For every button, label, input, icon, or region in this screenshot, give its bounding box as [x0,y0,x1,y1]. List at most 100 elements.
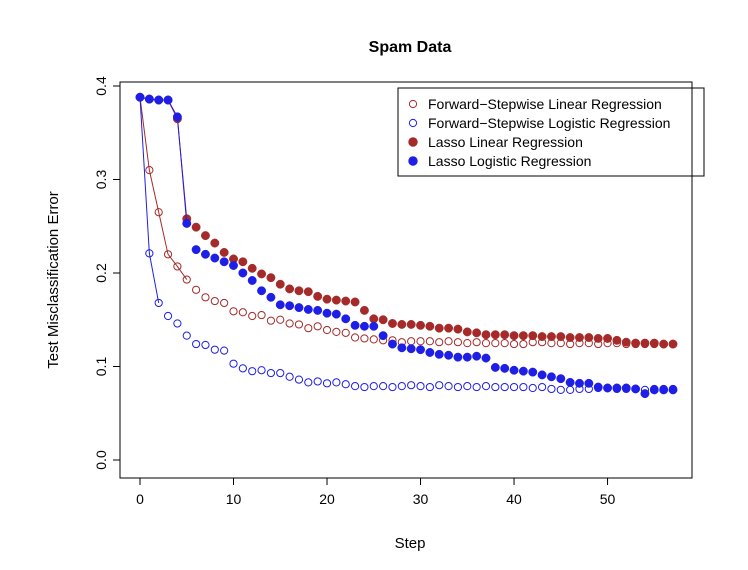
data-point [238,257,248,267]
data-point [463,339,472,348]
data-point [313,291,323,301]
y-tick-label: 0.1 [93,357,109,377]
data-point [257,366,266,375]
series-connector-line [139,97,160,304]
data-point [369,335,378,344]
data-point [378,331,388,341]
data-point [350,382,360,391]
data-point [490,330,500,340]
data-point [201,249,210,259]
data-point [556,332,566,342]
data-point [463,382,472,391]
data-point [369,314,379,324]
data-point [416,345,425,355]
data-point [201,231,210,241]
legend-marker [408,99,418,109]
data-point [238,364,247,373]
data-point [434,323,444,333]
data-point [248,311,257,321]
data-point [275,300,285,310]
data-point [435,381,444,390]
data-point [425,337,434,346]
data-point [210,238,220,248]
data-point [276,368,285,378]
data-point [593,382,603,392]
data-point [266,292,276,302]
y-tick-label: 0.2 [93,263,109,283]
data-point [425,382,434,392]
axes: 0 10 20 30 40 50 0.0 0.1 0.2 0.3 0.4 [93,76,616,507]
data-point [294,320,304,329]
data-point [397,343,407,353]
data-point [248,367,257,376]
data-point [210,296,219,306]
data-point [528,331,538,341]
data-point [462,327,472,337]
y-tick-label: 0.3 [93,170,109,190]
x-tick-label: 0 [136,491,144,507]
data-point [425,348,435,357]
data-point [603,383,612,393]
data-point [537,370,547,380]
data-point [322,294,332,304]
data-point [341,380,350,389]
data-point [472,328,482,338]
data-point [668,339,678,349]
x-axis-label: Step [395,535,426,552]
data-point [285,301,295,311]
legend-marker [408,156,418,166]
data-point [481,330,491,340]
data-point [612,335,622,345]
data-point [453,352,463,362]
legend-box [397,87,705,177]
data-point [163,250,173,259]
data-point [360,334,369,343]
data-point [407,381,416,390]
data-point [359,305,369,315]
x-tick-label: 10 [226,491,242,507]
data-point [285,284,295,294]
data-point [668,385,678,395]
data-point [528,383,537,393]
data-point [331,295,341,305]
data-point [565,333,575,342]
data-point [247,276,257,285]
data-point [341,296,351,306]
data-point [435,338,444,347]
data-point [472,382,481,392]
legend-label: Lasso Linear Regression [428,134,583,150]
legend: Forward−Stepwise Linear Regression Forwar… [397,87,705,177]
y-tick-label: 0.0 [93,450,109,470]
x-tick-label: 30 [413,491,429,507]
data-point [201,293,210,302]
x-tick-label: 40 [506,491,522,507]
data-point [191,222,201,232]
x-tick-label: 20 [319,491,335,507]
data-point [313,322,322,331]
data-point [145,249,154,258]
data-point [257,269,267,279]
data-point [444,337,453,346]
data-point [472,338,481,347]
data-point [659,385,669,395]
data-point [566,385,575,394]
data-point [444,350,454,360]
data-point [229,261,238,270]
data-point [294,286,304,296]
data-point [360,382,369,392]
data-point [229,359,238,368]
data-point [192,285,201,294]
data-point [266,316,276,325]
data-point [584,333,594,342]
data-point [631,384,641,394]
data-point [275,279,285,289]
data-point [378,315,388,325]
data-point [331,309,341,319]
data-point [341,314,351,324]
data-point [518,366,528,376]
data-point [462,352,472,362]
data-point [500,382,509,392]
chart-title: Spam Data [369,39,452,56]
data-point [500,363,510,373]
data-point [173,262,182,271]
